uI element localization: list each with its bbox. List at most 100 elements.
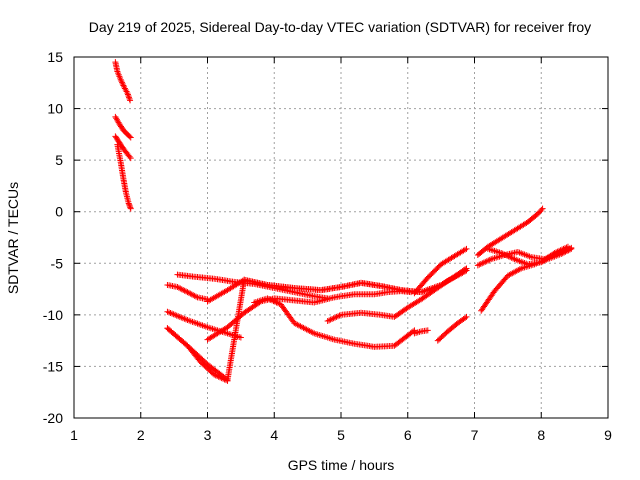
data-point (269, 297, 276, 304)
data-point (126, 201, 133, 208)
x-tick-label: 8 (537, 427, 545, 443)
data-point (330, 315, 337, 322)
data-point (223, 377, 230, 384)
y-tick-label: -10 (43, 307, 63, 323)
data-point (187, 290, 194, 297)
data-point (237, 334, 244, 341)
data-point (486, 256, 493, 263)
data-point (126, 94, 133, 101)
data-point (214, 373, 221, 380)
data-point (127, 97, 134, 104)
data-point (127, 205, 134, 212)
data-point (498, 249, 505, 256)
data-point (559, 246, 566, 253)
series-s16 (411, 245, 470, 297)
series-s17 (474, 205, 546, 259)
data-point (564, 243, 571, 250)
data-markers (112, 59, 575, 384)
data-point (558, 251, 565, 258)
data-point (462, 268, 469, 275)
x-tick-label: 3 (204, 427, 212, 443)
x-tick-label: 7 (471, 427, 479, 443)
data-point (125, 200, 132, 207)
grid-lines (74, 57, 608, 418)
x-tick-label: 6 (404, 427, 412, 443)
data-point (538, 206, 545, 213)
data-point (174, 284, 181, 291)
series-s13 (324, 267, 470, 325)
series-s10 (164, 308, 244, 341)
x-axis-label: GPS time / hours (288, 457, 395, 473)
data-point (188, 291, 195, 298)
data-point (124, 91, 131, 98)
data-point (476, 261, 483, 268)
data-point (483, 258, 490, 265)
data-point (505, 253, 512, 260)
x-tick-label: 9 (604, 427, 612, 443)
data-point (212, 372, 219, 379)
series-s1 (112, 59, 134, 104)
data-point (264, 295, 271, 302)
plot-axes (73, 56, 609, 419)
data-point (127, 134, 134, 141)
data-point (270, 298, 277, 305)
series-s7 (164, 281, 211, 303)
data-point (336, 312, 343, 319)
series-s2 (112, 113, 134, 141)
data-point (507, 254, 514, 261)
data-point (335, 313, 342, 320)
series-s6 (164, 325, 231, 384)
series-s15 (411, 327, 431, 337)
y-tick-label: -20 (43, 410, 63, 426)
data-point (553, 249, 560, 256)
data-point (273, 299, 280, 306)
data-point (559, 250, 566, 257)
data-point (126, 203, 133, 210)
data-point (424, 327, 431, 334)
data-point (477, 260, 484, 267)
chart-title: Day 219 of 2025, Sidereal Day-to-day VTE… (89, 19, 591, 35)
series-s3 (112, 133, 134, 162)
data-point (126, 133, 133, 140)
data-point (119, 79, 126, 86)
data-point (124, 90, 131, 97)
data-point (178, 286, 185, 293)
data-point (218, 375, 225, 382)
data-point (184, 289, 191, 296)
data-point (556, 247, 563, 254)
data-point (480, 259, 487, 266)
data-point (177, 285, 184, 292)
data-point (561, 245, 568, 252)
data-point (274, 300, 281, 307)
data-point (126, 95, 133, 102)
data-point (266, 296, 273, 303)
data-point (221, 376, 228, 383)
data-point (560, 245, 567, 252)
data-point (508, 254, 515, 261)
y-tick-label: -15 (43, 358, 63, 374)
data-point (185, 289, 192, 296)
data-point (563, 244, 570, 251)
data-point (557, 247, 564, 254)
series-s14 (434, 313, 470, 344)
series-s4 (114, 141, 134, 212)
data-point (568, 245, 575, 252)
y-tick-label: 15 (47, 49, 63, 65)
data-point (463, 267, 470, 274)
series-s20 (484, 243, 571, 268)
series-s12 (251, 295, 418, 350)
data-point (485, 257, 492, 264)
data-point (554, 248, 561, 255)
data-point (127, 204, 134, 211)
data-point (190, 292, 197, 299)
data-point (181, 287, 188, 294)
data-point (332, 314, 339, 321)
data-point (463, 245, 470, 252)
data-point (326, 317, 333, 324)
data-point (516, 266, 523, 273)
data-point (183, 288, 190, 295)
x-tick-label: 5 (337, 427, 345, 443)
y-tick-label: -5 (51, 255, 64, 271)
data-point (551, 249, 558, 256)
